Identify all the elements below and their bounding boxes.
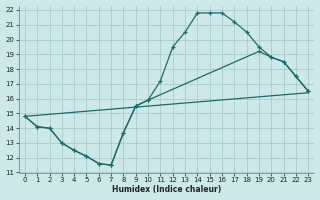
X-axis label: Humidex (Indice chaleur): Humidex (Indice chaleur) [112,185,221,194]
